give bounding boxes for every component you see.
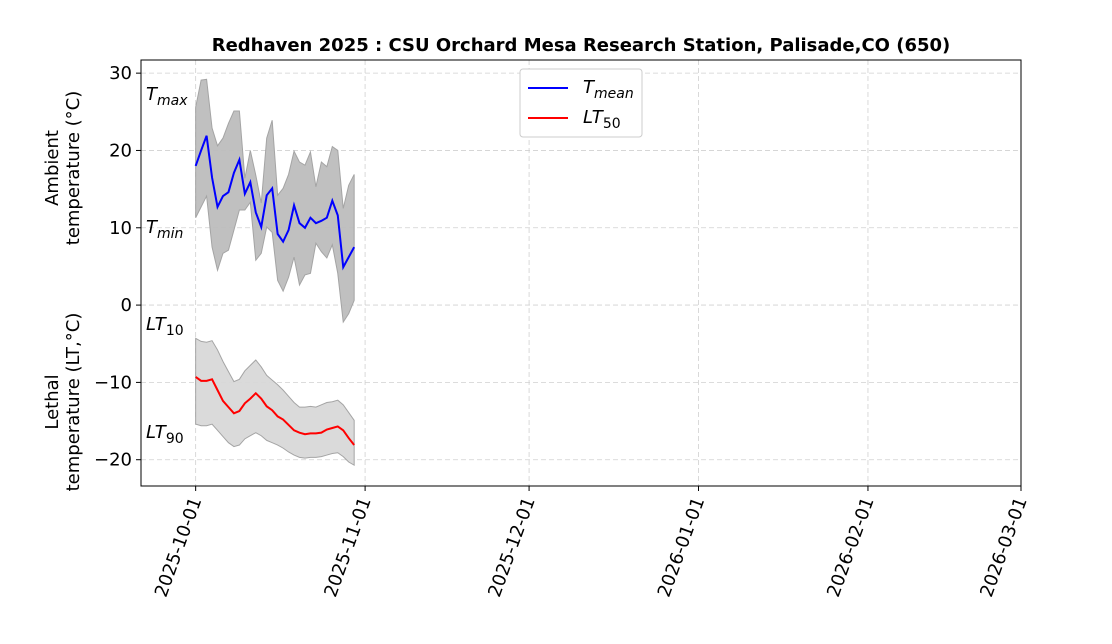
ambient-band bbox=[195, 78, 355, 324]
legend-box bbox=[519, 68, 643, 138]
x-tick-label: 2026-03-01 bbox=[976, 495, 1032, 600]
ylabel-bottom-line2: temperature (LT,°C) bbox=[63, 313, 84, 492]
x-tick-label: 2025-12-01 bbox=[484, 495, 540, 600]
y-tick-label: 0 bbox=[121, 295, 132, 316]
y-tick-label: 10 bbox=[109, 218, 132, 239]
lt50-line bbox=[195, 376, 355, 446]
plot-frame bbox=[140, 59, 1022, 487]
ylabel-top-line1: Ambient bbox=[42, 130, 63, 206]
tmax-label: Tmax bbox=[146, 84, 188, 109]
bands bbox=[195, 78, 355, 466]
chart-title: Redhaven 2025 : CSU Orchard Mesa Researc… bbox=[212, 35, 951, 56]
y-tick-label: 30 bbox=[109, 63, 132, 84]
ylabel-top-line2: temperature (°C) bbox=[63, 91, 84, 245]
lines bbox=[194, 135, 356, 446]
legend-entry: LT50 bbox=[583, 107, 621, 132]
legend: Tmean LT50 bbox=[519, 68, 643, 138]
lt90-label: LT90 bbox=[146, 422, 184, 447]
lt10-label: LT10 bbox=[146, 314, 184, 339]
x-tick-label: 2026-01-01 bbox=[654, 495, 710, 600]
legend-entry: Tmean bbox=[583, 77, 634, 102]
tmean-line bbox=[194, 135, 356, 271]
x-tick-label: 2025-11-01 bbox=[320, 495, 376, 600]
x-tick-label: 2026-02-01 bbox=[823, 495, 879, 600]
x-axis: 2025-10-01 2025-11-01 2025-12-01 2026-01-01… bbox=[151, 486, 1032, 600]
y-tick-label: 20 bbox=[109, 140, 132, 161]
band-labels: Tmax Tmin LT10 LT90 bbox=[146, 84, 188, 447]
y-axis: 30 20 10 0 −10 −20 bbox=[94, 63, 141, 471]
y-tick-label: −10 bbox=[94, 372, 132, 393]
x-tick-label: 2025-10-01 bbox=[151, 495, 207, 600]
ylabel-bottom-line1: Lethal bbox=[42, 374, 63, 429]
tmin-label: Tmin bbox=[146, 217, 183, 242]
lethal-band bbox=[195, 337, 355, 466]
y-tick-label: −20 bbox=[94, 450, 132, 471]
